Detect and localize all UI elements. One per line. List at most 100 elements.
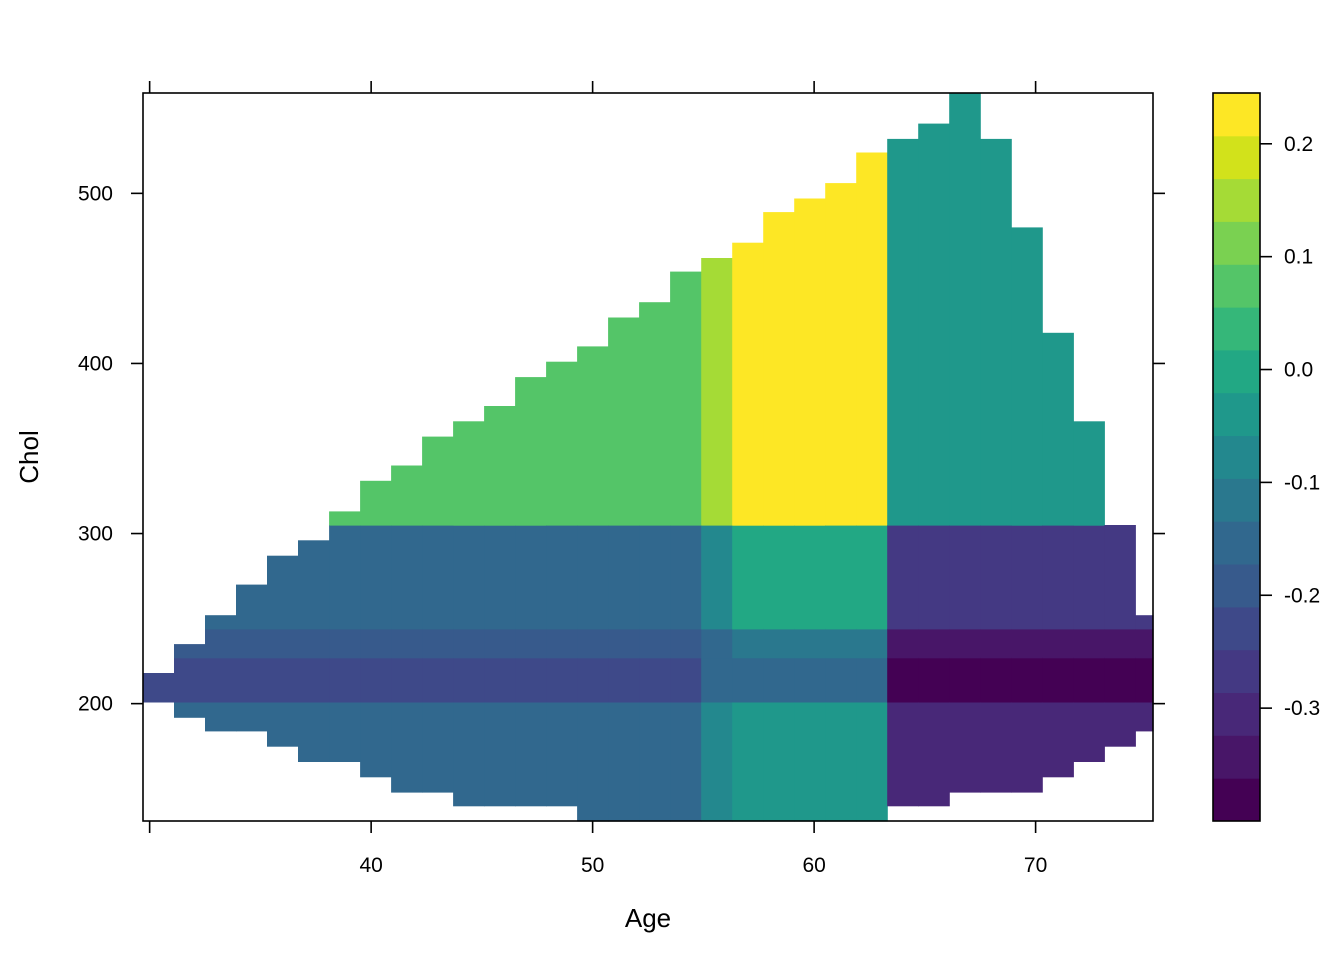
heatmap-cell bbox=[205, 701, 237, 732]
colorbar-tick-label: 0.0 bbox=[1284, 359, 1313, 382]
heatmap-cell bbox=[360, 657, 392, 703]
heatmap-cell bbox=[329, 657, 361, 703]
heatmap-cell bbox=[1042, 525, 1074, 630]
heatmap-cell bbox=[794, 525, 826, 630]
heatmap-cell bbox=[608, 701, 640, 822]
heatmap-cell bbox=[701, 525, 733, 630]
colorbar-swatch bbox=[1213, 307, 1260, 351]
heatmap-cell bbox=[515, 657, 547, 703]
heatmap-cell bbox=[701, 657, 733, 703]
heatmap-cell bbox=[267, 701, 299, 747]
heatmap-cell bbox=[763, 525, 795, 630]
heatmap-cell bbox=[546, 525, 578, 630]
plot-frame bbox=[142, 92, 1154, 822]
heatmap-cell bbox=[329, 511, 361, 526]
heatmap-cell bbox=[1104, 701, 1136, 747]
heatmap-cell bbox=[825, 183, 857, 526]
heatmap-cell bbox=[484, 657, 516, 703]
heatmap-cell bbox=[360, 480, 392, 526]
heatmap-cell bbox=[360, 628, 392, 659]
colorbar-swatch bbox=[1213, 178, 1260, 222]
heatmap-cell bbox=[949, 628, 981, 659]
heatmap-cell bbox=[298, 628, 330, 659]
heatmap-cell bbox=[298, 657, 330, 703]
heatmap-cell bbox=[453, 701, 485, 807]
heatmap-cell bbox=[391, 701, 423, 793]
heatmap-cell bbox=[515, 628, 547, 659]
heatmap-cell bbox=[732, 628, 764, 659]
heatmap-cell bbox=[1135, 615, 1154, 630]
heatmap-cell bbox=[391, 525, 423, 630]
x-tick-label: 60 bbox=[802, 854, 825, 877]
heatmap-cell bbox=[918, 657, 950, 703]
heatmap-cell bbox=[949, 93, 981, 526]
heatmap-cell bbox=[980, 138, 1012, 526]
heatmap-cell bbox=[887, 525, 919, 630]
heatmap-cell bbox=[267, 657, 299, 703]
heatmap-cell bbox=[608, 525, 640, 630]
heatmap-cell bbox=[608, 657, 640, 703]
heatmap-cell bbox=[763, 657, 795, 703]
heatmap-cell bbox=[670, 628, 702, 659]
heatmap-cell bbox=[143, 673, 175, 703]
heatmap-cell bbox=[453, 657, 485, 703]
heatmap-cell bbox=[887, 657, 919, 703]
x-tick-label: 40 bbox=[359, 854, 382, 877]
heatmap-cell bbox=[546, 628, 578, 659]
heatmap-cell bbox=[763, 212, 795, 526]
heatmap-cell bbox=[949, 525, 981, 630]
heatmap-cell bbox=[1042, 657, 1074, 703]
heatmap-cell bbox=[205, 615, 237, 630]
heatmap-cell bbox=[453, 421, 485, 526]
heatmap-cell bbox=[205, 628, 237, 659]
heatmap-cell bbox=[546, 361, 578, 526]
heatmap-cell bbox=[1011, 628, 1043, 659]
colorbar-swatch bbox=[1213, 606, 1260, 651]
heatmap-cell bbox=[360, 525, 392, 630]
heatmap-cell bbox=[422, 628, 454, 659]
heatmap-cell bbox=[856, 628, 888, 659]
heatmap-cell bbox=[701, 701, 733, 822]
heatmap-cell bbox=[794, 198, 826, 526]
heatmap-cell bbox=[949, 657, 981, 703]
y-tick-label: 400 bbox=[78, 352, 113, 375]
heatmap-cell bbox=[701, 628, 733, 659]
heatmap-cell bbox=[825, 628, 857, 659]
heatmap-cell bbox=[670, 657, 702, 703]
heatmap-cell bbox=[1073, 628, 1105, 659]
heatmap-cell bbox=[980, 657, 1012, 703]
colorbar-swatch bbox=[1213, 392, 1260, 437]
colorbar-swatch bbox=[1213, 135, 1260, 180]
heatmap-cell bbox=[391, 628, 423, 659]
x-tick-label: 70 bbox=[1024, 854, 1047, 877]
heatmap-cell bbox=[794, 657, 826, 703]
heatmap-cell bbox=[670, 271, 702, 526]
heatmap-cell bbox=[1011, 657, 1043, 703]
colorbar-swatch bbox=[1213, 349, 1260, 394]
y-axis: 200 300 400 500 bbox=[78, 182, 1165, 716]
heatmap-cell bbox=[484, 406, 516, 526]
heatmap-cell bbox=[174, 701, 206, 718]
heatmap-cell bbox=[825, 525, 857, 630]
heatmap-cells bbox=[143, 93, 1154, 822]
heatmap-cell bbox=[732, 657, 764, 703]
colorbar-frame bbox=[1212, 92, 1261, 822]
heatmap-cell bbox=[174, 657, 206, 703]
heatmap-cell bbox=[949, 701, 981, 793]
heatmap-cell bbox=[732, 525, 764, 630]
heatmap-cell bbox=[732, 242, 764, 526]
heatmap-cell bbox=[1135, 701, 1154, 732]
heatmap-cell bbox=[856, 657, 888, 703]
heatmap-cell bbox=[608, 628, 640, 659]
heatmap-cell bbox=[236, 701, 268, 732]
heatmap-cell bbox=[763, 701, 795, 822]
heatmap-cell bbox=[484, 525, 516, 630]
heatmap-cell bbox=[577, 657, 609, 703]
heatmap-cell bbox=[577, 346, 609, 526]
heatmap-cell bbox=[577, 701, 609, 822]
heatmap-cell bbox=[639, 701, 671, 822]
heatmap-cell bbox=[453, 628, 485, 659]
heatmap-cell bbox=[174, 644, 206, 659]
heatmap-cell bbox=[639, 302, 671, 526]
heatmap-cell bbox=[1104, 657, 1136, 703]
